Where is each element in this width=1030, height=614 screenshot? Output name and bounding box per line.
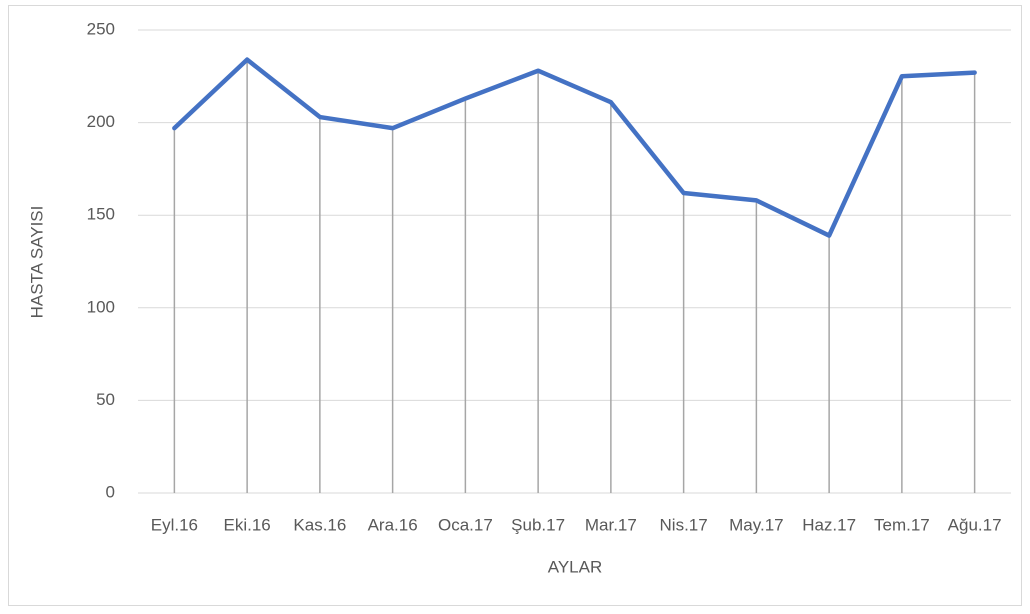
x-tick-label: Haz.17	[802, 515, 856, 534]
y-tick-label: 150	[87, 205, 115, 224]
y-axis-label: HASTA SAYISI	[27, 206, 46, 319]
x-tick-label: Oca.17	[438, 515, 493, 534]
x-tick-label: Ara.16	[368, 515, 418, 534]
y-tick-label: 200	[87, 112, 115, 131]
x-tick-label: Şub.17	[511, 515, 565, 534]
y-tick-label: 50	[96, 390, 115, 409]
data-line	[172, 57, 977, 238]
y-tick-label: 0	[106, 482, 115, 501]
y-tick-label: 250	[87, 19, 115, 38]
x-tick-label: Eyl.16	[151, 515, 198, 534]
x-tick-label: Mar.17	[585, 515, 637, 534]
x-tick-label: Eki.16	[224, 515, 271, 534]
x-tick-label: Tem.17	[874, 515, 930, 534]
x-axis-label: AYLAR	[548, 557, 603, 576]
y-tick-label: 100	[87, 297, 115, 316]
x-tick-label: May.17	[729, 515, 784, 534]
x-tick-label: Kas.16	[293, 515, 346, 534]
x-tick-label: Nis.17	[660, 515, 708, 534]
chart-border	[8, 5, 1022, 606]
x-tick-label: Ağu.17	[948, 515, 1002, 534]
